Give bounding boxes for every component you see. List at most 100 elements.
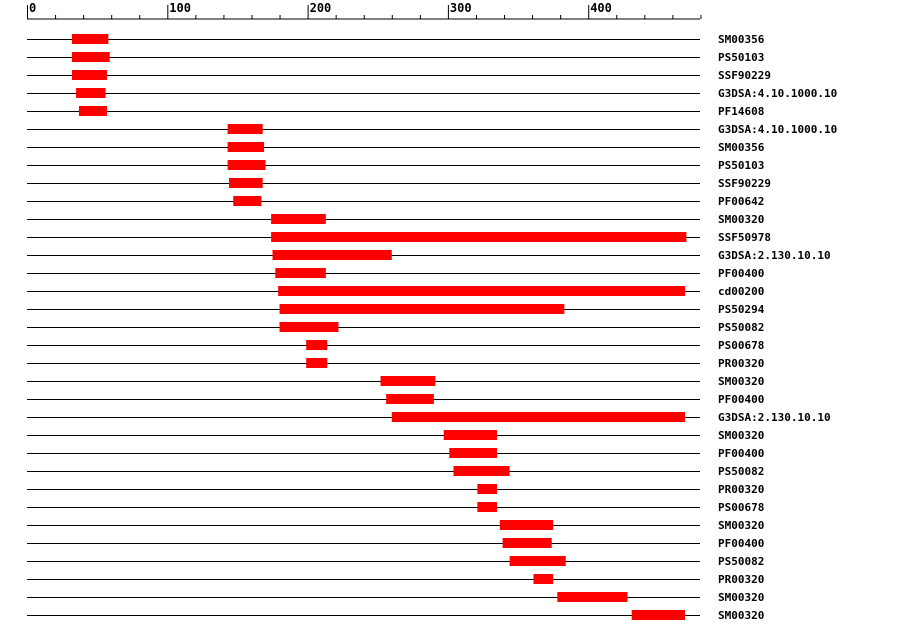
- domain-row: PR00320: [27, 357, 764, 370]
- domain-label: PS50103: [718, 51, 764, 64]
- domain-label: SM00320: [718, 519, 764, 532]
- domain-label: PF00642: [718, 195, 764, 208]
- domain-label: PF00400: [718, 447, 764, 460]
- domain-row: SSF90229: [27, 177, 771, 190]
- domain-bar: [533, 574, 554, 584]
- domain-row: G3DSA:2.130.10.10: [27, 411, 831, 424]
- domain-label: G3DSA:4.10.1000.10: [718, 87, 837, 100]
- domain-bar: [279, 322, 339, 332]
- domain-label: cd00200: [718, 285, 764, 298]
- domain-row: PR00320: [27, 483, 764, 496]
- domain-row: PS50103: [27, 159, 764, 172]
- domain-label: SSF90229: [718, 69, 771, 82]
- axis-tick-label: 100: [169, 1, 191, 15]
- domain-row: PF00400: [27, 447, 764, 460]
- domain-row: PS50082: [27, 465, 764, 478]
- domain-row: PS50103: [27, 51, 764, 64]
- domain-label: G3DSA:4.10.1000.10: [718, 123, 837, 136]
- domain-row: PS50082: [27, 321, 764, 334]
- domain-bar: [78, 106, 107, 116]
- domain-bar: [509, 556, 566, 566]
- domain-row: SM00320: [27, 591, 764, 604]
- domain-bar: [477, 484, 498, 494]
- domain-label: PS50082: [718, 465, 764, 478]
- axis-tick-label: 300: [450, 1, 472, 15]
- axis-tick-label: 200: [310, 1, 332, 15]
- domain-bar: [443, 430, 498, 440]
- domain-bar: [227, 160, 266, 170]
- domain-label: PR00320: [718, 573, 764, 586]
- domain-label: PR00320: [718, 357, 764, 370]
- domain-bar: [229, 178, 263, 188]
- domain-row: SM00320: [27, 519, 764, 532]
- domain-row: PR00320: [27, 573, 764, 586]
- domain-label: PS50082: [718, 321, 764, 334]
- domain-row: PF00400: [27, 267, 764, 280]
- domain-bar: [279, 304, 565, 314]
- domain-bar: [275, 268, 326, 278]
- domain-label: PF00400: [718, 537, 764, 550]
- domain-row: SM00356: [27, 33, 765, 46]
- position-axis: 0 100 200 300 400: [27, 1, 702, 20]
- domain-label: PS00678: [718, 501, 764, 514]
- domain-row: SM00320: [27, 609, 764, 622]
- domain-label: SM00320: [718, 591, 764, 604]
- domain-bar: [453, 466, 510, 476]
- domain-bar: [271, 232, 687, 242]
- axis-tick-label: 0: [29, 1, 36, 15]
- domain-label: SM00356: [718, 33, 765, 46]
- domain-bar: [477, 502, 498, 512]
- domain-label: SSF90229: [718, 177, 771, 190]
- domain-bar: [71, 34, 109, 44]
- domain-row: G3DSA:4.10.1000.10: [27, 123, 837, 136]
- domain-label: G3DSA:2.130.10.10: [718, 411, 831, 424]
- domain-row: SSF50978: [27, 231, 771, 244]
- domain-label: PF14608: [718, 105, 764, 118]
- domain-label: PF00400: [718, 267, 764, 280]
- domain-row: PF00400: [27, 393, 764, 406]
- domain-row: SM00320: [27, 213, 764, 226]
- domain-bar: [502, 538, 552, 548]
- domain-bar: [557, 592, 628, 602]
- domain-row: PF00642: [27, 195, 764, 208]
- domain-label: PF00400: [718, 393, 764, 406]
- domain-bar: [306, 340, 328, 350]
- domain-bar: [227, 124, 263, 134]
- domain-row: G3DSA:4.10.1000.10: [27, 87, 837, 100]
- domain-label: PS50082: [718, 555, 764, 568]
- domain-label: PS00678: [718, 339, 764, 352]
- domain-row: PS50294: [27, 303, 765, 316]
- domain-bar: [76, 88, 106, 98]
- domain-row: PS00678: [27, 501, 764, 514]
- domain-bar: [233, 196, 262, 206]
- domain-label: SM00320: [718, 609, 764, 622]
- domain-label: PS50294: [718, 303, 765, 316]
- domain-row: SSF90229: [27, 69, 771, 82]
- domain-bar: [278, 286, 686, 296]
- domain-bar: [306, 358, 328, 368]
- domain-row: PF00400: [27, 537, 764, 550]
- domain-bar: [631, 610, 686, 620]
- domain-bar: [71, 70, 107, 80]
- domain-row: SM00320: [27, 429, 764, 442]
- domain-label: G3DSA:2.130.10.10: [718, 249, 831, 262]
- domain-bar: [272, 250, 392, 260]
- domain-label: SSF50978: [718, 231, 771, 244]
- domain-bar: [227, 142, 265, 152]
- domain-row: PF14608: [27, 105, 764, 118]
- domain-label: PS50103: [718, 159, 764, 172]
- domain-bar: [271, 214, 326, 224]
- domain-rows: SM00356 PS50103 SSF90229 G3DSA:4.10.1000.10…: [27, 33, 837, 622]
- domain-label: SM00356: [718, 141, 765, 154]
- domain-bar: [391, 412, 686, 422]
- domain-row: PS00678: [27, 339, 764, 352]
- domain-label: SM00320: [718, 213, 764, 226]
- domain-row: G3DSA:2.130.10.10: [27, 249, 831, 262]
- domain-row: PS50082: [27, 555, 764, 568]
- domain-row: SM00356: [27, 141, 765, 154]
- domain-label: SM00320: [718, 429, 764, 442]
- domain-label: SM00320: [718, 375, 764, 388]
- domain-bar: [380, 376, 436, 386]
- domain-row: SM00320: [27, 375, 764, 388]
